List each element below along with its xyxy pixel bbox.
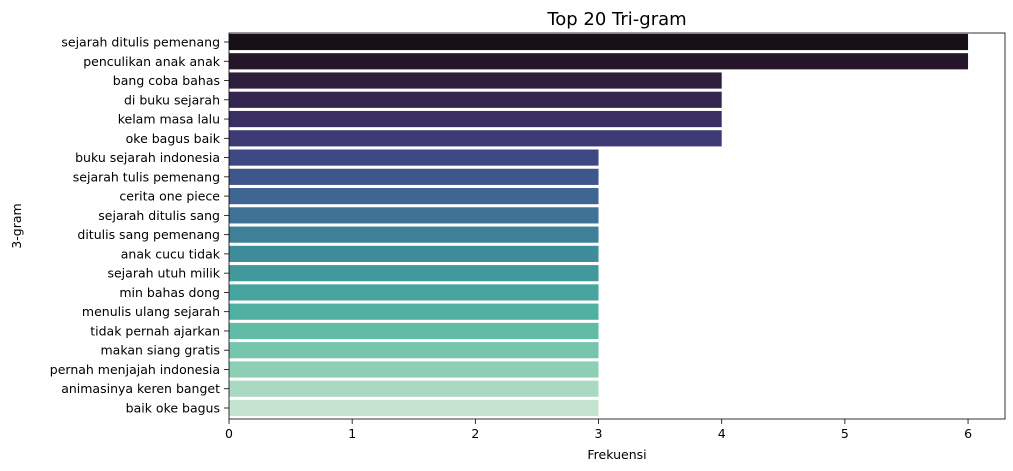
bar-10 [229,207,599,224]
bars-group [229,33,969,417]
x-tick-label: 4 [718,426,726,441]
x-axis-label: Frekuensi [587,447,646,462]
y-tick-label: sejarah tulis pemenang [73,169,220,184]
y-axis-label: 3-gram [9,203,24,248]
bar-14 [229,284,599,301]
y-tick-label: min bahas dong [119,285,220,300]
x-tick-label: 6 [964,426,972,441]
y-tick-label: penculikan anak anak [83,54,221,69]
x-tick-label: 2 [471,426,479,441]
bar-18 [229,361,599,378]
bar-17 [229,342,599,359]
bar-2 [229,53,969,70]
x-tick-label: 0 [225,426,233,441]
bar-3 [229,72,722,89]
bar-11 [229,226,599,243]
y-tick-label: makan siang gratis [100,343,220,358]
y-tick-label: menulis ulang sejarah [82,304,220,319]
y-tick-label: buku sejarah indonesia [75,150,220,165]
bar-8 [229,168,599,185]
bar-16 [229,322,599,340]
y-tick-label: kelam masa lalu [118,112,220,127]
bar-7 [229,149,599,166]
y-tick-label: oke bagus baik [126,131,221,146]
x-tick-label: 5 [841,426,849,441]
y-tick-label: bang coba bahas [113,73,220,88]
chart-title: Top 20 Tri-gram [546,9,686,30]
bar-19 [229,380,599,397]
y-tick-labels: sejarah ditulis pemenang penculikan anak … [50,35,229,416]
y-tick-label: cerita one piece [119,189,220,204]
bar-5 [229,110,722,128]
x-ticks: 0 1 2 3 4 5 6 [225,419,972,441]
bar-20 [229,399,599,417]
bar-6 [229,130,722,147]
bar-15 [229,303,599,320]
y-tick-label: sejarah ditulis pemenang [61,35,220,50]
y-tick-label: sejarah ditulis sang [98,208,220,223]
y-tick-label: anak cucu tidak [121,246,221,261]
x-tick-label: 3 [595,426,603,441]
bar-9 [229,188,599,205]
y-tick-label: di buku sejarah [124,92,220,107]
y-tick-label: animasinya keren banget [61,381,220,396]
y-tick-label: sejarah utuh milik [107,266,220,281]
x-tick-label: 1 [348,426,356,441]
bar-4 [229,91,722,108]
y-tick-label: baik oke bagus [126,401,220,416]
bar-12 [229,245,599,262]
y-tick-label: tidak pernah ajarkan [90,323,220,338]
y-tick-label: ditulis sang pemenang [77,227,220,242]
plot-frame [228,32,1006,420]
y-tick-label: pernah menjajah indonesia [50,362,220,377]
bar-1 [229,33,969,51]
bar-13 [229,265,599,282]
